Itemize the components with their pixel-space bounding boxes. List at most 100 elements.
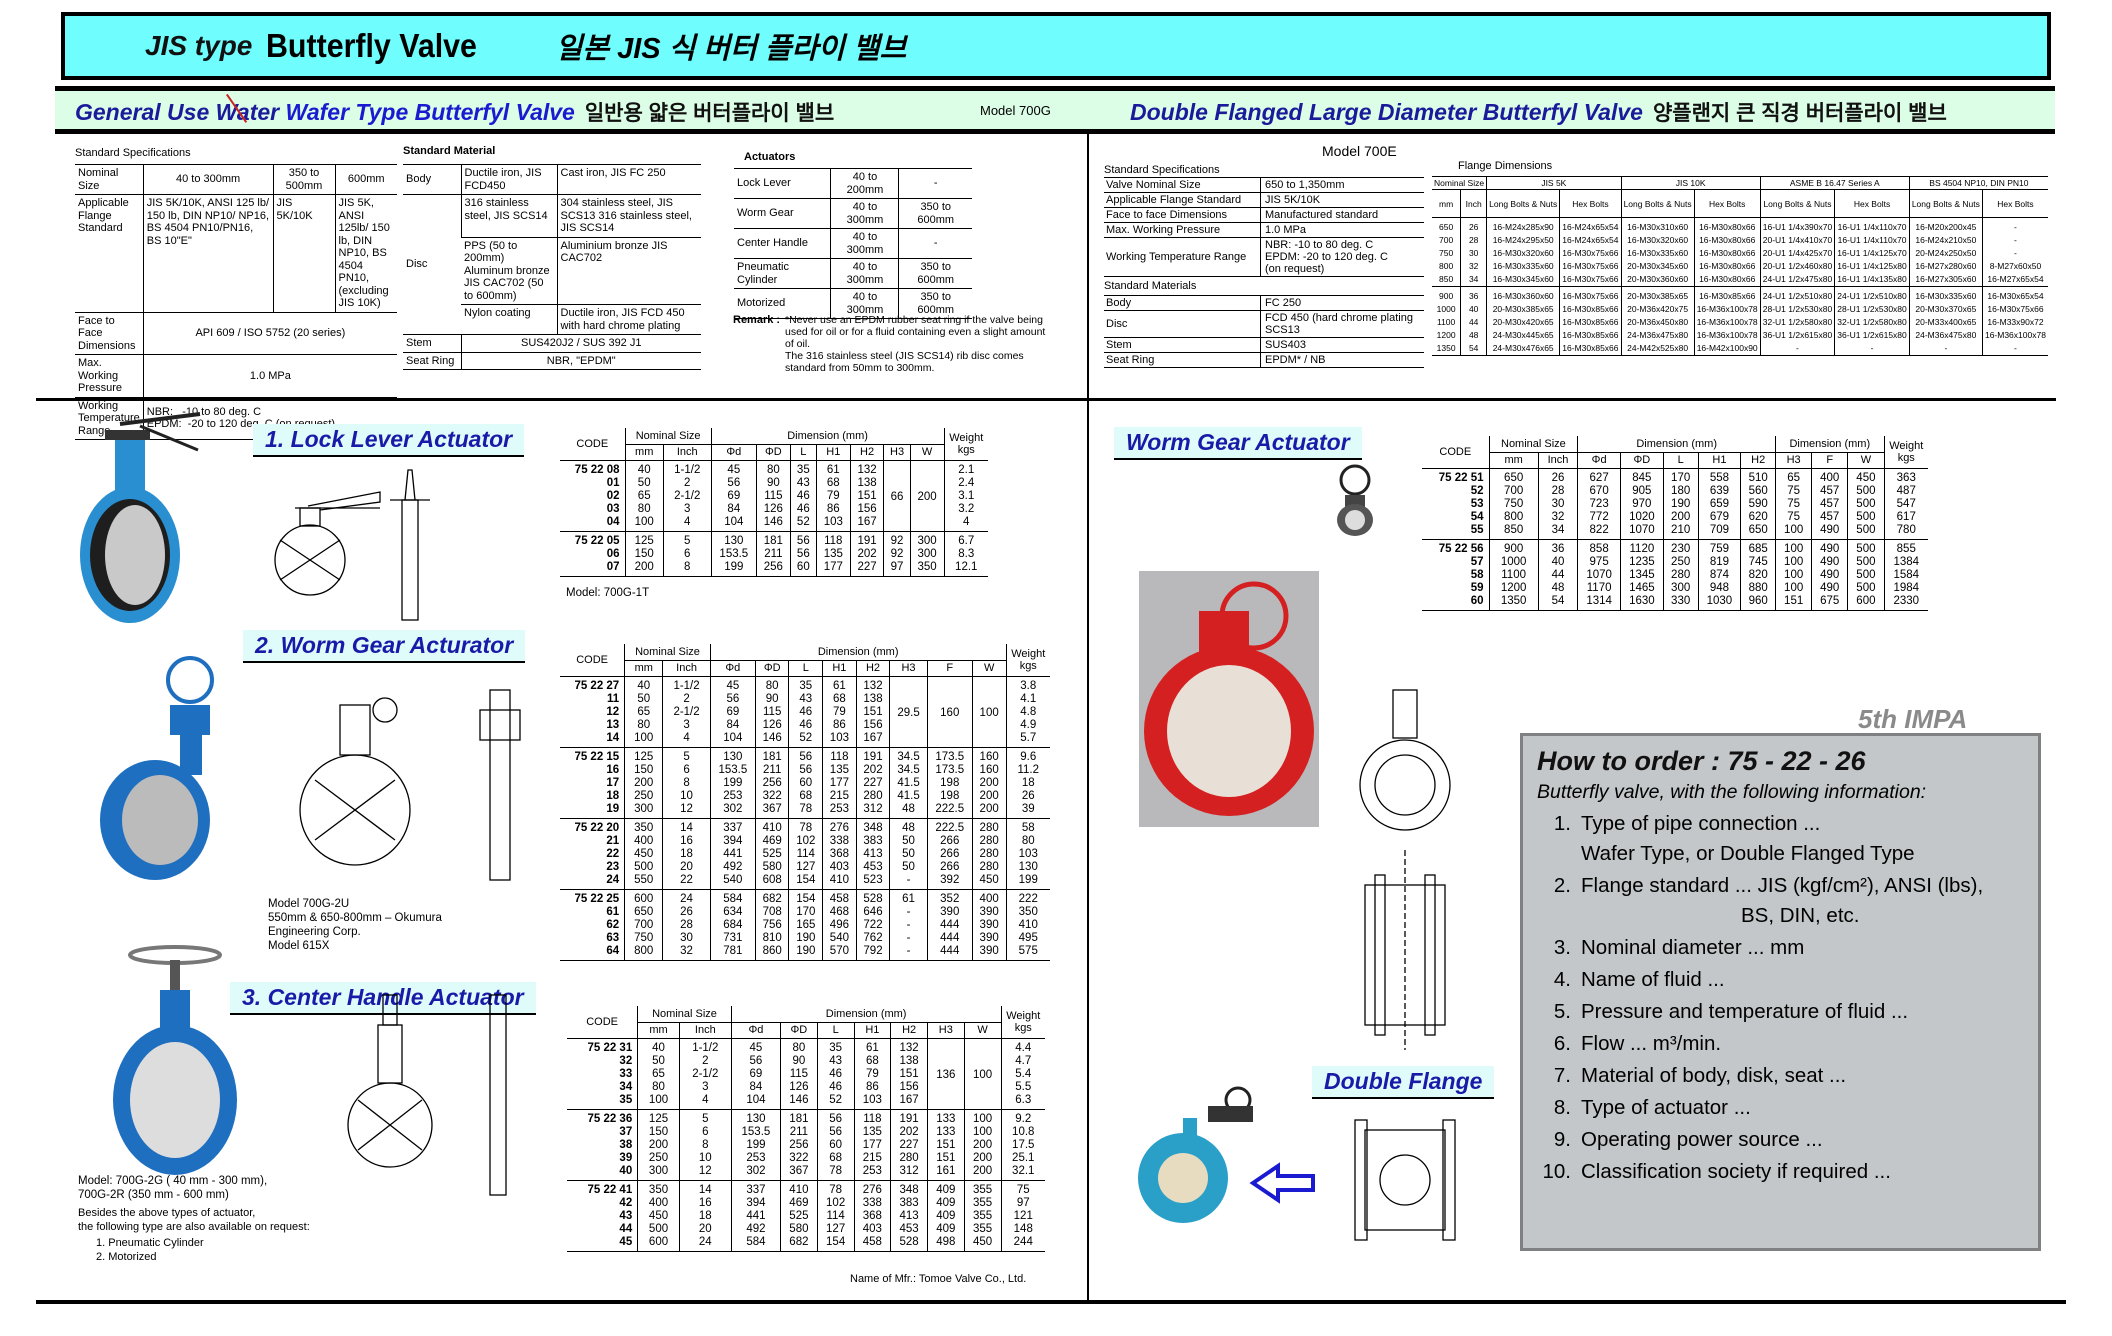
table-cell: 4.9 [1005,718,1050,732]
table-cell: 80 [1005,834,1050,848]
item-main: Operating power source ... [1581,1128,1823,1151]
table-cell: 20-U1 1/2x460x80 [1759,260,1835,273]
table-cell: 540 [709,873,756,890]
table-cell: 16-M30x85x66 [1559,303,1622,316]
table-cell: 16-M30x85x66 [1559,316,1622,329]
table-cell: 18 [1005,776,1050,790]
table-cell: 150 [624,547,664,561]
table-cell: 52 [1470,484,1484,497]
table-cell: - [1981,217,2048,234]
table-cell: 16-U1 1/4x135x80 [1834,273,1910,287]
table-cell: 722 [855,918,890,932]
table-row: 22 450 18 441 525 114 368 413 50 266 280 103 [560,847,1050,861]
table-row: 14 100 4 104 146 52 103 167 5.7 [560,731,1050,748]
table-cell: 1584 [1883,568,1928,582]
table-cell: 670 [1577,484,1621,498]
table-cell: 153.5 [730,1125,781,1139]
table-cell: 6 [662,547,712,561]
table-cell: 469 [780,1196,818,1210]
table-cell: 800 [1488,510,1539,524]
cell: Ductile iron, JIS FCD450 [460,164,557,195]
table-cell: 253 [822,802,857,819]
col-header: W [963,1022,1001,1039]
col-header: BS 4504 NP10, DIN PN10 [1908,176,2048,190]
table-cell: 444 [926,918,973,932]
value: 650 to 1,350mm [1265,179,1345,191]
table-cell: 36-U1 1/2x615x80 [1759,329,1835,342]
table-cell: 202 [890,1125,928,1139]
table-cell: 75 22 15 [574,750,620,763]
worm-gear-model-note: Model 700G-2U 550mm & 650-800mm – Okumur… [268,898,442,952]
table-row: 1000 40 20-M30x385x65 16-M30x85x66 20-M36x42… [1432,303,2048,316]
table-cell: 350 [637,1180,680,1197]
table-cell: 177 [853,1138,891,1152]
value: FCD 450 (hard chrome plating SCS13 [1265,312,1413,336]
table-row: 03 80 3 84 126 46 86 156 3.2 [560,502,988,516]
col-header: H2 [1740,452,1776,469]
table-row: 75 22 31 40 1-1/2 45 80 35 61 132 136 100 4.4 [567,1038,1045,1110]
value: Manufactured standard [1265,209,1379,221]
line-drawing [299,689,521,881]
table-cell: 32 [1537,510,1578,524]
order-item: 5. Pressure and temperature of fluid ... [1537,1000,2024,1024]
header-row: mm Inch Φd ΦD L H1 H2 H3 W [560,444,988,461]
col-header: Long Bolts & Nuts [1908,189,1983,218]
table-cell: 30 [1537,497,1578,511]
line-drawing [347,994,507,1196]
table-cell: 198 [926,776,973,790]
item-main: Flange standard ... JIS (kgf/cm²), ANSI … [1581,874,1984,897]
std-spec-table: Nominal Size 40 to 300mm 350 to 500mm 600mm… [75,164,397,440]
item-main: Name of fluid ... [1581,968,1725,991]
table-cell: 16-M30x65x54 [1981,286,2048,303]
table-row: 35 100 4 104 146 52 103 167 6.3 [567,1093,1045,1110]
table-cell: 75 22 05 [574,534,620,547]
table-cell: 312 [890,1164,928,1181]
col-header: Φd [710,444,757,461]
table-cell: 32 [662,944,711,961]
red-double-flange-valve-photo [1139,571,1319,827]
table-cell: 280 [855,789,890,803]
table-cell: 627 [1577,468,1621,485]
item-text: Type of actuator ... [1581,1096,1751,1120]
table-cell: 07 [560,560,626,577]
table-cell: 43 [816,1054,854,1068]
col-header: H1 [1697,452,1741,469]
table-cell: 1020 [1620,510,1664,524]
label: Valve Nominal Size [1104,178,1261,192]
order-item: 8. Type of actuator ... [1537,1096,2024,1120]
table-cell: 25.1 [1000,1151,1045,1165]
lock-lever-table: CODE Nominal Size Dimension (mm) Weight kgs… [560,428,988,577]
table-cell: 1-1/2 [662,676,711,693]
table-cell: 256 [754,776,789,790]
banner-korean: 일본 JIS 식 버터 플라이 밸브 [555,33,907,65]
item-sub: Wafer Type, or Double Flanged Type [1581,842,1915,865]
table-cell: 32-U1 1/2x580x80 [1759,316,1835,329]
table-cell: - [1981,234,2048,247]
table-cell: 28 [1460,234,1487,247]
table-cell: 700 [624,918,663,932]
table-cell: 16-U1 1/4x110x70 [1834,234,1910,247]
table-cell: 125 [637,1109,680,1126]
table-cell: 300 [909,547,944,561]
table-cell: 16-M30x85x66 [1559,342,1622,356]
col-header: mm [1432,189,1461,218]
table-cell: 500 [1847,539,1884,556]
table-cell: 453 [890,1222,928,1236]
col-header: Nominal Size [624,428,712,445]
table-cell: 1100 [1488,568,1539,582]
table-cell: 337 [709,818,756,835]
table-cell: 2330 [1883,594,1928,611]
table-cell: 350 [909,560,944,577]
table-cell: 46 [789,489,817,503]
order-item: 7. Material of body, disk, seat ... [1537,1064,2024,1088]
order-item: 4. Name of fluid ... [1537,968,2024,992]
col-header: H1 [815,444,851,461]
item-text: Type of pipe connection ... Wafer Type, o… [1581,812,1915,866]
table-cell: 8-M27x60x50 [1981,260,2048,273]
col-header: L [789,444,817,461]
wafer-type-header: General Use Water Wafer Type Butterfyl V… [75,97,834,127]
table-cell: 528 [855,889,890,906]
table-cell: 16-M27x65x54 [1981,273,2048,287]
table-cell: 52 [788,731,823,748]
table-cell: 383 [890,1196,928,1210]
